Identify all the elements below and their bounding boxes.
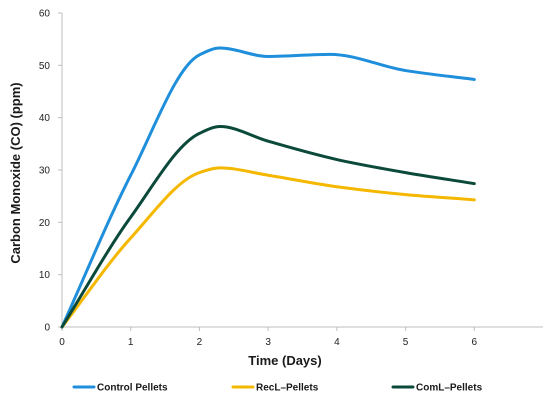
y-tick-label: 20 bbox=[39, 218, 51, 229]
x-tick-label: 3 bbox=[265, 337, 271, 348]
legend: Control Pellets RecL–Pellets ComL–Pellets bbox=[72, 383, 483, 394]
x-tick-label: 1 bbox=[128, 337, 134, 348]
y-tick-label: 60 bbox=[39, 9, 51, 20]
legend-item-control-pellets: Control Pellets bbox=[72, 383, 168, 394]
y-axis-title: Carbon Monoxide (CO) (ppm) bbox=[8, 82, 23, 263]
x-tick-label: 2 bbox=[197, 337, 203, 348]
series-line-recl-pellets bbox=[60, 166, 476, 329]
legend-label: ComL–Pellets bbox=[416, 383, 483, 394]
y-axis-ticks: 0 10 20 30 40 50 60 bbox=[39, 9, 62, 334]
series-layer bbox=[60, 46, 476, 329]
x-tick-label: 0 bbox=[59, 337, 65, 348]
y-tick-label: 10 bbox=[39, 270, 51, 281]
series-line-coml-pellets bbox=[60, 125, 476, 329]
y-tick-label: 0 bbox=[44, 323, 50, 334]
legend-item-coml-pellets: ComL–Pellets bbox=[391, 383, 483, 394]
legend-item-recl-pellets: RecL–Pellets bbox=[231, 383, 319, 394]
x-tick-label: 6 bbox=[472, 337, 478, 348]
y-tick-label: 50 bbox=[39, 61, 51, 72]
x-axis-ticks: 0 1 2 3 4 5 6 bbox=[59, 327, 478, 348]
x-tick-label: 5 bbox=[403, 337, 409, 348]
y-tick-label: 30 bbox=[39, 166, 51, 177]
x-axis-title: Time (Days) bbox=[248, 353, 321, 368]
plot-area: 0 10 20 30 40 50 60 0 1 2 3 4 5 6 bbox=[39, 9, 543, 348]
x-tick-label: 4 bbox=[334, 337, 340, 348]
series-line-control-pellets bbox=[60, 46, 476, 329]
legend-label: RecL–Pellets bbox=[256, 383, 319, 394]
legend-label: Control Pellets bbox=[97, 383, 168, 394]
y-tick-label: 40 bbox=[39, 113, 51, 124]
